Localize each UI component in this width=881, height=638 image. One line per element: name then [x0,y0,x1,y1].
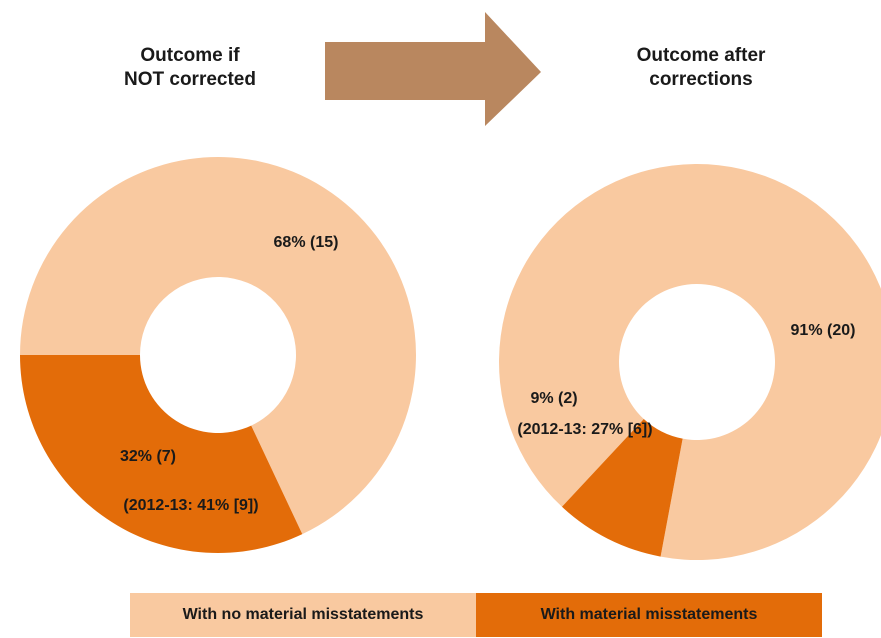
slice-label-misstatements: 32% (7) [120,448,176,465]
donut-chart-not-corrected: 68% (15) 32% (7) (2012-13: 41% [9]) [20,156,416,553]
slice-no-misstatements [499,164,881,560]
slice-label-no-misstatements: 91% (20) [791,322,856,339]
slice-misstatements [561,419,683,557]
arrow-right-icon [325,12,541,126]
slice-note-misstatements: (2012-13: 27% [6]) [517,421,652,438]
slice-label-no-misstatements: 68% (15) [274,234,339,251]
slice-misstatements [20,355,303,553]
donut-chart-after-corrections: 91% (20) 9% (2) (2012-13: 27% [6]) [499,164,881,560]
chart-title-not-corrected: Outcome if NOT corrected [124,45,256,90]
slice-note-misstatements: (2012-13: 41% [9]) [123,497,258,514]
slice-label-misstatements: 9% (2) [530,390,577,407]
legend-misstatements: With material misstatements [476,593,822,637]
legend-no-misstatements: With no material misstatements [130,593,476,637]
chart-title-after-corrections: Outcome after corrections [636,45,766,90]
slice-no-misstatements [20,156,416,535]
